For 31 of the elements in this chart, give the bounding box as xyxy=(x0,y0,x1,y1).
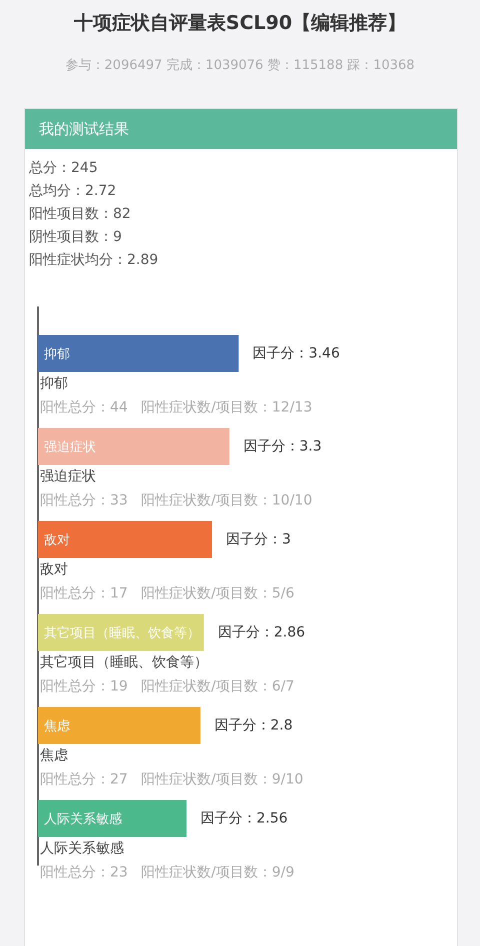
annotation: 阳性总分：19 阳性症状数/项目数：6/7 xyxy=(40,678,294,694)
annotation: 阳性总分：23 阳性症状数/项目数：9/9 xyxy=(40,864,294,880)
text: 总均分：2.72 xyxy=(28,182,118,201)
text: 阳性症状均分：2.89 xyxy=(28,251,160,270)
y-tick-label: 人际关系敏感 xyxy=(44,811,122,826)
y-tick-label: 焦虑 xyxy=(44,718,70,733)
bar xyxy=(38,335,239,372)
data-label: 因子分：2.56 xyxy=(200,810,288,826)
bar xyxy=(38,521,212,558)
text: 我的测试结果 xyxy=(25,109,457,149)
y-tick-label: 敌对 xyxy=(44,532,70,547)
data-label: 因子分：3.46 xyxy=(252,346,340,362)
data-label: 因子分：3.3 xyxy=(243,438,322,454)
annotation: 阳性总分：44 阳性症状数/项目数：12/13 xyxy=(40,400,312,416)
bar xyxy=(38,428,230,465)
text: 阳性项目数：82 xyxy=(28,205,132,224)
y-tick-label: 其它项目（睡眠、饮食等） xyxy=(44,625,200,640)
annotation: 阳性总分：33 阳性症状数/项目数：10/10 xyxy=(40,492,312,508)
text: 阴性项目数：9 xyxy=(28,228,123,247)
text: 总分：245 xyxy=(28,159,99,178)
data-label: 因子分：2.8 xyxy=(214,718,293,734)
y-tick-label: 强迫症状 xyxy=(44,439,96,454)
y-tick-label: 抑郁 xyxy=(44,346,70,361)
bar xyxy=(38,800,186,837)
chart-subtitle: 参与：2096497 完成：1039076 赞：115188 踩：10368 xyxy=(64,57,416,74)
data-label: 因子分：2.86 xyxy=(218,624,306,640)
annotation: 阳性总分：17 阳性症状数/项目数：5/6 xyxy=(40,586,295,602)
data-label: 因子分：3 xyxy=(226,532,291,548)
annotation: 阳性总分：27 阳性症状数/项目数：9/10 xyxy=(40,772,304,788)
chart-title: 十项症状自评量表SCL90【编辑推荐】 xyxy=(72,11,408,36)
bar xyxy=(38,707,200,744)
